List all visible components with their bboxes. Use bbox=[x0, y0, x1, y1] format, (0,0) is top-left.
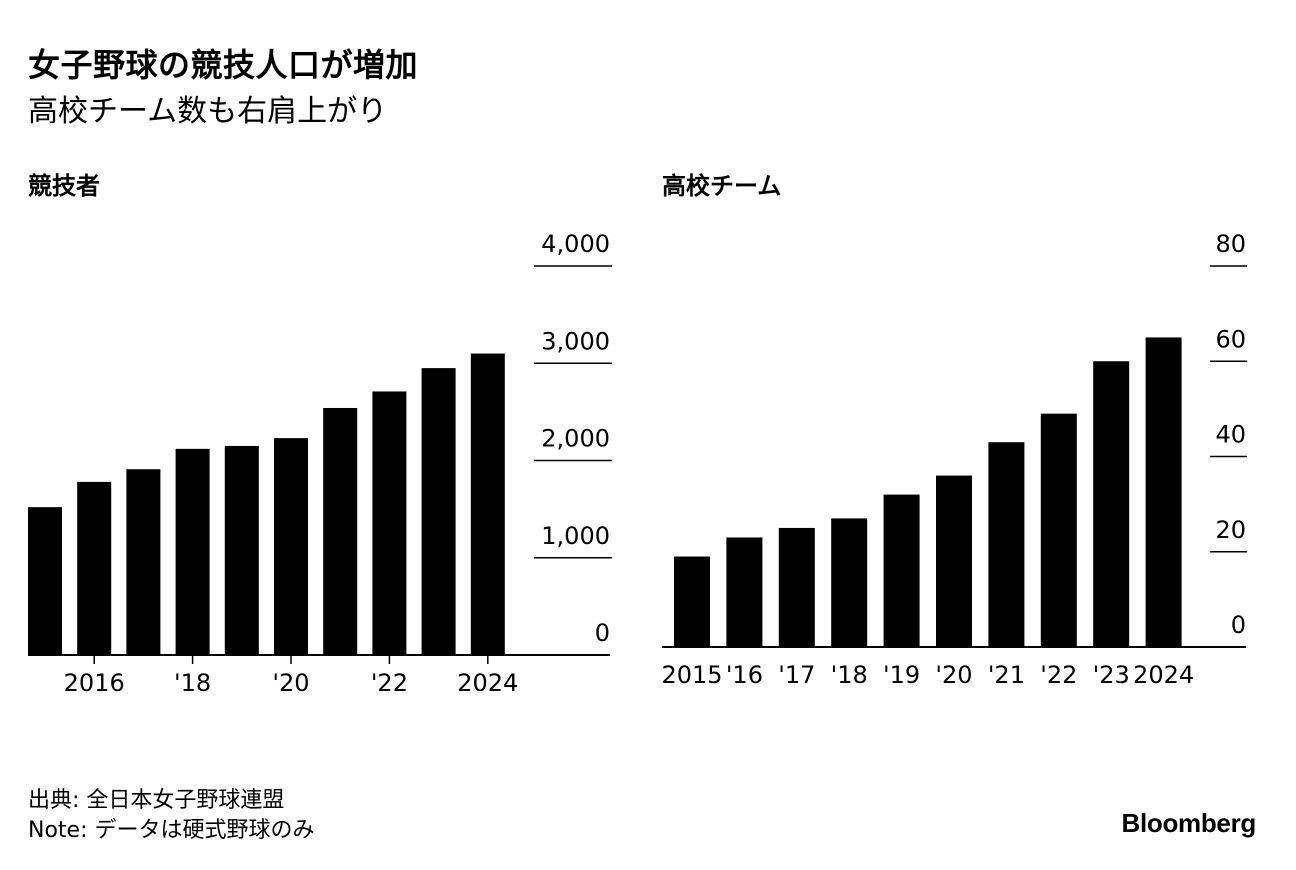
y-tick-label: 3,000 bbox=[541, 327, 610, 355]
x-tick-label: '18 bbox=[174, 669, 211, 697]
x-tick-label: '21 bbox=[988, 661, 1025, 689]
bar-2015 bbox=[674, 556, 710, 647]
bar-2021 bbox=[988, 442, 1025, 647]
x-tick-label: '22 bbox=[371, 669, 408, 697]
bar-2023 bbox=[421, 368, 456, 655]
bar-2015 bbox=[28, 507, 62, 655]
x-tick-label: '20 bbox=[272, 669, 309, 697]
panel-title-participants: 競技者 bbox=[28, 172, 100, 200]
y-tick-label: 4,000 bbox=[541, 230, 610, 258]
x-tick-label: 2024 bbox=[457, 669, 518, 697]
y-tick-label: 2,000 bbox=[541, 425, 610, 453]
x-tick-label: '17 bbox=[778, 661, 815, 689]
bar-2019 bbox=[883, 494, 920, 647]
bar-2016 bbox=[726, 537, 763, 647]
bar-2016 bbox=[77, 481, 112, 655]
x-tick-label: '18 bbox=[831, 661, 868, 689]
chart-subtitle: 高校チーム数も右肩上がり bbox=[28, 94, 388, 129]
x-tick-label: '22 bbox=[1040, 661, 1077, 689]
bar-2020 bbox=[274, 438, 308, 655]
x-tick-label: 2024 bbox=[1133, 661, 1194, 689]
bar-2017 bbox=[126, 469, 161, 655]
source-text: 出典: 全日本女子野球連盟 bbox=[28, 788, 285, 813]
x-tick-label: '16 bbox=[726, 661, 763, 689]
bar-2022 bbox=[372, 391, 407, 655]
bar-2019 bbox=[224, 445, 259, 655]
y-tick-label: 60 bbox=[1215, 325, 1246, 353]
bar-2021 bbox=[323, 407, 358, 655]
x-tick-label: 2016 bbox=[64, 669, 125, 697]
y-tick-label: 0 bbox=[1231, 611, 1246, 639]
y-tick-label: 40 bbox=[1215, 421, 1246, 449]
x-tick-label: 2015 bbox=[661, 661, 722, 689]
y-tick-label: 0 bbox=[595, 619, 610, 647]
panel-title-teams: 高校チーム bbox=[662, 172, 781, 200]
bar-2024 bbox=[1145, 337, 1182, 647]
note-text: Note: データは硬式野球のみ bbox=[28, 818, 315, 843]
chart-title: 女子野球の競技人口が増加 bbox=[28, 46, 419, 84]
bar-2023 bbox=[1093, 361, 1130, 647]
bar-2017 bbox=[778, 527, 815, 647]
bar-2018 bbox=[831, 518, 868, 647]
x-tick-label: '20 bbox=[935, 661, 972, 689]
bloomberg-logo: Bloomberg bbox=[1121, 808, 1256, 838]
x-tick-label: '23 bbox=[1093, 661, 1130, 689]
bar-2022 bbox=[1040, 413, 1077, 647]
x-tick-label: '19 bbox=[883, 661, 920, 689]
bar-2020 bbox=[936, 475, 972, 647]
y-tick-label: 20 bbox=[1215, 516, 1246, 544]
bar-2018 bbox=[175, 448, 210, 655]
bar-2024 bbox=[470, 353, 505, 655]
footer-notes: 出典: 全日本女子野球連盟 Note: データは硬式野球のみ bbox=[28, 786, 314, 846]
y-tick-label: 1,000 bbox=[541, 522, 610, 550]
y-tick-label: 80 bbox=[1215, 230, 1246, 258]
